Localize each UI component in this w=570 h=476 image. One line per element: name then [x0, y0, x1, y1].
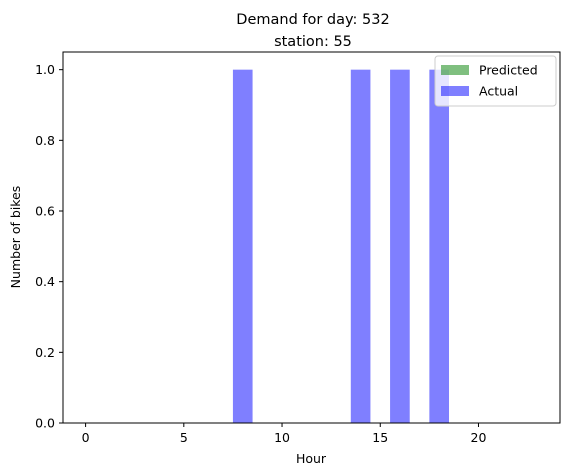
y-tick-label: 0.2 [35, 345, 55, 360]
bar-actual-8 [233, 70, 253, 423]
legend-swatch-actual [441, 86, 469, 96]
x-axis-ticks: 0 5 10 15 20 [82, 423, 487, 445]
bar-actual-18 [429, 70, 449, 423]
bar-actual-16 [390, 70, 410, 423]
bars-layer [233, 70, 449, 423]
x-tick-label: 20 [471, 430, 487, 445]
chart-title: Demand for day: 532 station: 55 [236, 12, 389, 50]
legend-label-predicted: Predicted [479, 63, 538, 78]
chart-title-line2: station: 55 [274, 34, 352, 50]
legend-swatch-predicted [441, 65, 469, 75]
x-axis-label: Hour [296, 451, 327, 466]
y-tick-label: 0.4 [35, 274, 55, 289]
plot-area-frame [63, 52, 560, 423]
x-tick-label: 5 [180, 430, 188, 445]
y-tick-label: 0.8 [35, 133, 55, 148]
y-tick-label: 1.0 [35, 62, 55, 77]
legend: Predicted Actual [435, 56, 556, 106]
y-tick-label: 0.6 [35, 204, 55, 219]
bar-actual-14 [351, 70, 371, 423]
y-axis-ticks: 0.0 0.2 0.4 0.6 0.8 1.0 [35, 62, 63, 430]
x-tick-label: 0 [82, 430, 90, 445]
x-tick-label: 10 [274, 430, 290, 445]
chart-title-line1: Demand for day: 532 [236, 12, 389, 28]
x-tick-label: 15 [372, 430, 388, 445]
y-tick-label: 0.0 [35, 416, 55, 431]
y-axis-label: Number of bikes [8, 186, 23, 289]
legend-label-actual: Actual [479, 84, 518, 99]
